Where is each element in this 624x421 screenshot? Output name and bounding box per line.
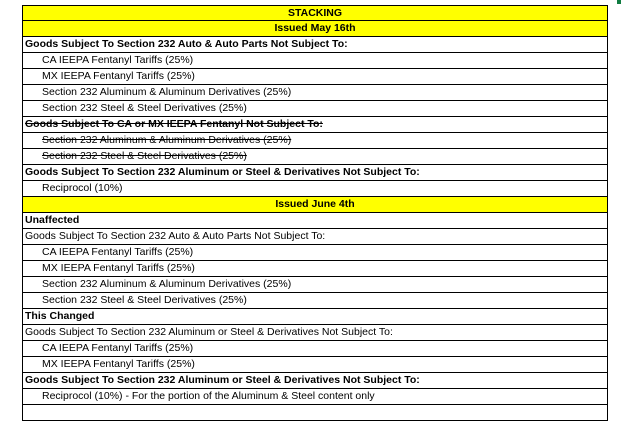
group-label: Goods Subject To Section 232 Auto & Auto… [25,230,326,242]
item-label: Reciprocol (10%) - For the portion of th… [42,390,375,402]
cell[interactable]: Unaffected [22,213,608,229]
cell[interactable]: Goods Subject To Section 232 Auto & Auto… [22,37,608,53]
group-label: This Changed [25,310,95,322]
cell[interactable]: Section 232 Steel & Steel Derivatives (2… [22,149,608,165]
list-item[interactable]: Section 232 Steel & Steel Derivatives (2… [0,149,624,165]
table-row[interactable]: Goods Subject To CA or MX IEEPA Fentanyl… [0,117,624,133]
item-label: CA IEEPA Fentanyl Tariffs (25%) [42,246,194,258]
cell[interactable]: MX IEEPA Fentanyl Tariffs (25%) [22,357,608,373]
title-row[interactable]: STACKING [0,5,624,21]
item-label: CA IEEPA Fentanyl Tariffs (25%) [42,342,194,354]
list-item[interactable]: CA IEEPA Fentanyl Tariffs (25%) [0,341,624,357]
item-label: Section 232 Aluminum & Aluminum Derivati… [42,278,292,290]
section-header-row[interactable]: Issued June 4th [0,197,624,213]
sheet-title: STACKING [287,7,343,19]
list-item[interactable]: CA IEEPA Fentanyl Tariffs (25%) [0,245,624,261]
item-label: Reciprocol (10%) [42,182,123,194]
cell[interactable]: Section 232 Steel & Steel Derivatives (2… [22,101,608,117]
cell[interactable]: Section 232 Aluminum & Aluminum Derivati… [22,133,608,149]
cell[interactable]: CA IEEPA Fentanyl Tariffs (25%) [22,53,608,69]
list-item[interactable]: MX IEEPA Fentanyl Tariffs (25%) [0,261,624,277]
cell[interactable]: Goods Subject To Section 232 Aluminum or… [22,373,608,389]
table-row[interactable]: Goods Subject To Section 232 Aluminum or… [0,165,624,181]
group-label: Goods Subject To Section 232 Aluminum or… [25,326,393,338]
group-label: Goods Subject To Section 232 Auto & Auto… [25,38,348,50]
cell[interactable]: Reciprocol (10%) [22,181,608,197]
list-item[interactable]: Section 232 Steel & Steel Derivatives (2… [0,293,624,309]
cell[interactable]: Issued May 16th [22,21,608,37]
cell[interactable]: MX IEEPA Fentanyl Tariffs (25%) [22,261,608,277]
table-row[interactable]: Goods Subject To Section 232 Auto & Auto… [0,37,624,53]
cell[interactable]: Goods Subject To CA or MX IEEPA Fentanyl… [22,117,608,133]
cell[interactable]: Goods Subject To Section 232 Aluminum or… [22,165,608,181]
table-row[interactable]: Goods Subject To Section 232 Aluminum or… [0,325,624,341]
list-item[interactable]: Reciprocol (10%) [0,181,624,197]
selection-fill-handle[interactable] [617,0,621,4]
list-item[interactable]: MX IEEPA Fentanyl Tariffs (25%) [0,69,624,85]
table-row[interactable]: Goods Subject To Section 232 Aluminum or… [0,373,624,389]
section-header: Issued June 4th [275,198,355,210]
item-label: MX IEEPA Fentanyl Tariffs (25%) [42,262,195,274]
table-row[interactable]: Goods Subject To Section 232 Auto & Auto… [0,229,624,245]
list-item[interactable]: Section 232 Aluminum & Aluminum Derivati… [0,133,624,149]
item-label: Section 232 Steel & Steel Derivatives (2… [42,150,247,162]
table-row[interactable] [0,405,624,421]
item-label: MX IEEPA Fentanyl Tariffs (25%) [42,70,195,82]
list-item[interactable]: MX IEEPA Fentanyl Tariffs (25%) [0,357,624,373]
item-label: MX IEEPA Fentanyl Tariffs (25%) [42,358,195,370]
cell[interactable]: Issued June 4th [22,197,608,213]
cell[interactable]: Goods Subject To Section 232 Aluminum or… [22,325,608,341]
cell[interactable]: Section 232 Aluminum & Aluminum Derivati… [22,277,608,293]
section-header-row[interactable]: Issued May 16th [0,21,624,37]
list-item[interactable]: Section 232 Aluminum & Aluminum Derivati… [0,277,624,293]
item-label: Section 232 Aluminum & Aluminum Derivati… [42,86,292,98]
list-item[interactable]: Section 232 Steel & Steel Derivatives (2… [0,101,624,117]
group-label: Goods Subject To CA or MX IEEPA Fentanyl… [25,118,323,130]
item-label: Section 232 Steel & Steel Derivatives (2… [42,102,247,114]
cell[interactable]: Reciprocol (10%) - For the portion of th… [22,389,608,405]
cell[interactable]: CA IEEPA Fentanyl Tariffs (25%) [22,245,608,261]
item-label: Section 232 Steel & Steel Derivatives (2… [42,294,247,306]
group-label: Goods Subject To Section 232 Aluminum or… [25,166,420,178]
list-item[interactable]: Section 232 Aluminum & Aluminum Derivati… [0,85,624,101]
cell[interactable]: This Changed [22,309,608,325]
cell[interactable]: Section 232 Steel & Steel Derivatives (2… [22,293,608,309]
cell[interactable]: STACKING [22,5,608,21]
item-label: CA IEEPA Fentanyl Tariffs (25%) [42,54,194,66]
table-row[interactable]: Unaffected [0,213,624,229]
cell[interactable]: Section 232 Aluminum & Aluminum Derivati… [22,85,608,101]
cell[interactable] [22,405,608,421]
cell[interactable]: CA IEEPA Fentanyl Tariffs (25%) [22,341,608,357]
list-item[interactable]: CA IEEPA Fentanyl Tariffs (25%) [0,53,624,69]
group-label: Goods Subject To Section 232 Aluminum or… [25,374,420,386]
list-item[interactable]: Reciprocol (10%) - For the portion of th… [0,389,624,405]
item-label: Section 232 Aluminum & Aluminum Derivati… [42,134,292,146]
table-row[interactable]: This Changed [0,309,624,325]
group-label: Unaffected [25,214,80,226]
cell[interactable]: MX IEEPA Fentanyl Tariffs (25%) [22,69,608,85]
section-header: Issued May 16th [274,22,356,34]
cell[interactable]: Goods Subject To Section 232 Auto & Auto… [22,229,608,245]
